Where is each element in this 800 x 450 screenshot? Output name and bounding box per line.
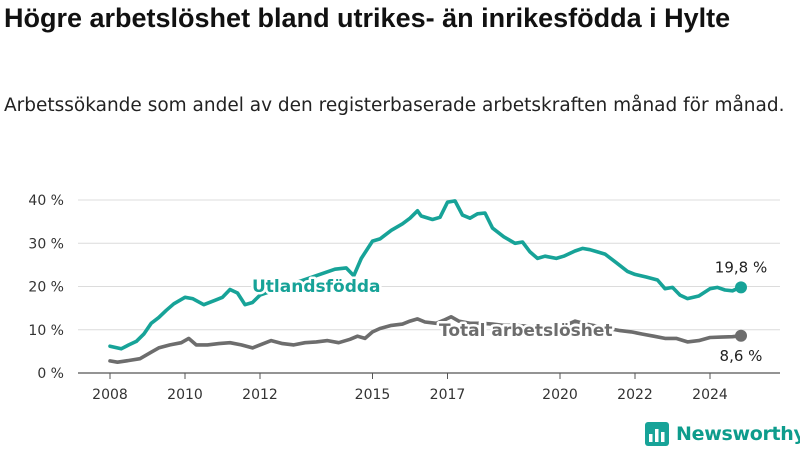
series-name-label-1: Total arbetslöshet	[439, 321, 613, 341]
series-name-label-0: Utlandsfödda	[252, 277, 381, 297]
x-tick-label: 2012	[242, 387, 278, 403]
series-labels: 19,8 % 8,6 % Utlandsfödda Total arbetslöshe…	[250, 258, 768, 365]
x-tick-label: 2022	[617, 387, 653, 403]
newsworthy-logo-icon	[645, 422, 669, 446]
series-line-0	[108, 199, 742, 351]
x-tick-label: 2017	[430, 387, 466, 403]
x-axis: 2008 2010 2012 2015 2017 2020 2022 2024	[92, 373, 728, 403]
y-tick-label: 30 %	[28, 236, 64, 252]
chart-subtitle: Arbetssökande som andel av den registerb…	[4, 95, 785, 116]
brand-name: Newsworthy	[676, 423, 800, 445]
series-end-label-0: 19,8 %	[715, 258, 767, 276]
x-tick-label: 2008	[92, 387, 128, 403]
series-end-point-1	[735, 329, 747, 342]
x-tick-label: 2024	[692, 387, 728, 403]
y-axis-ticks: 0 % 10 % 20 % 30 % 40 %	[28, 193, 64, 382]
x-tick-label: 2010	[167, 387, 203, 403]
y-tick-label: 0 %	[37, 366, 64, 382]
newsworthy-brand: Newsworthy	[645, 420, 800, 448]
series-end-label-1: 8,6 %	[720, 347, 763, 365]
x-tick-label: 2020	[542, 387, 578, 403]
grid-lines	[78, 199, 780, 374]
series-line-1	[108, 315, 742, 364]
y-tick-label: 10 %	[28, 323, 64, 339]
series-lines	[108, 199, 747, 364]
y-tick-label: 20 %	[28, 280, 64, 296]
x-tick-label: 2015	[355, 387, 391, 403]
chart-title: Högre arbetslöshet bland utrikes- än inr…	[4, 3, 731, 33]
series-end-point-0	[735, 281, 747, 294]
y-tick-label: 40 %	[28, 193, 64, 209]
